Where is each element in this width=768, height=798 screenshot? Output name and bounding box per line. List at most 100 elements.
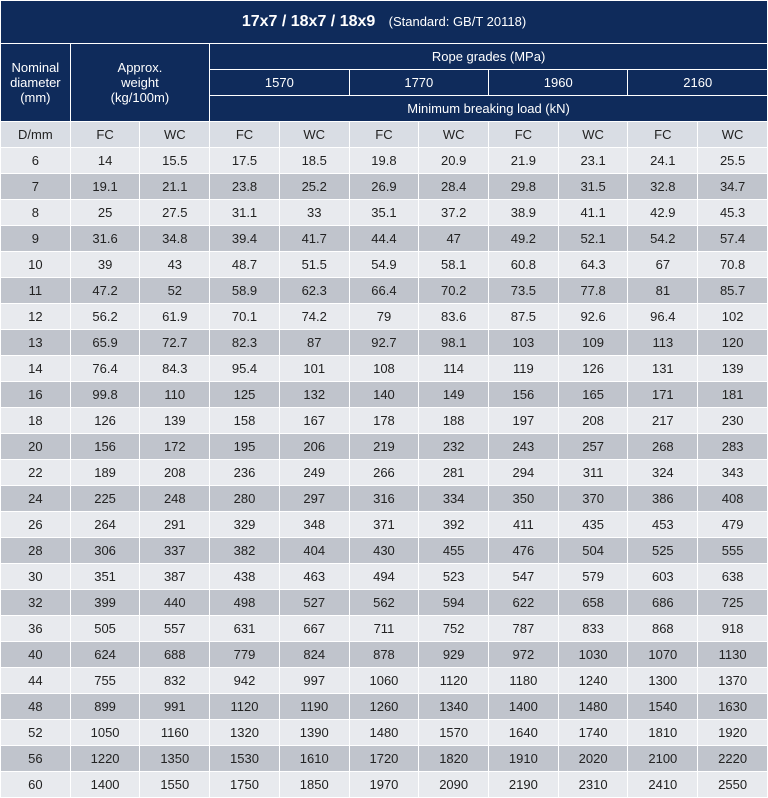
table-row: 5612201350153016101720182019102020210022… bbox=[1, 746, 768, 772]
table-cell: 236 bbox=[210, 460, 280, 486]
table-row: 18126139158167178188197208217230 bbox=[1, 408, 768, 434]
table-cell: 1260 bbox=[349, 694, 419, 720]
table-cell: 12 bbox=[1, 304, 71, 330]
table-cell: 1120 bbox=[419, 668, 489, 694]
table-cell: 208 bbox=[558, 408, 628, 434]
table-cell: 70.1 bbox=[210, 304, 280, 330]
table-cell: 49.2 bbox=[489, 226, 559, 252]
wire-rope-spec-table: 17x7 / 18x7 / 18x9 (Standard: GB/T 20118… bbox=[0, 0, 768, 798]
table-cell: 54.9 bbox=[349, 252, 419, 278]
table-cell: 101 bbox=[279, 356, 349, 382]
table-cell: 165 bbox=[558, 382, 628, 408]
table-cell: 343 bbox=[698, 460, 768, 486]
table-cell: 25 bbox=[70, 200, 140, 226]
table-cell: 21.1 bbox=[140, 174, 210, 200]
table-cell: 942 bbox=[210, 668, 280, 694]
table-cell: 82.3 bbox=[210, 330, 280, 356]
table-cell: 624 bbox=[70, 642, 140, 668]
table-cell: 1400 bbox=[489, 694, 559, 720]
table-cell: 453 bbox=[628, 512, 698, 538]
table-cell: 28 bbox=[1, 538, 71, 564]
table-cell: 1320 bbox=[210, 720, 280, 746]
table-cell: 1480 bbox=[349, 720, 419, 746]
table-cell: 195 bbox=[210, 434, 280, 460]
table-cell: 1970 bbox=[349, 772, 419, 798]
table-row: 24225248280297316334350370386408 bbox=[1, 486, 768, 512]
table-cell: 20 bbox=[1, 434, 71, 460]
table-cell: 39.4 bbox=[210, 226, 280, 252]
table-cell: 348 bbox=[279, 512, 349, 538]
table-cell: 527 bbox=[279, 590, 349, 616]
table-cell: 66.4 bbox=[349, 278, 419, 304]
table-cell: 139 bbox=[140, 408, 210, 434]
table-cell: 56 bbox=[1, 746, 71, 772]
table-cell: 70.8 bbox=[698, 252, 768, 278]
table-cell: 579 bbox=[558, 564, 628, 590]
table-cell: 281 bbox=[419, 460, 489, 486]
table-cell: 92.6 bbox=[558, 304, 628, 330]
table-cell: 266 bbox=[349, 460, 419, 486]
table-row: 44755832942997106011201180124013001370 bbox=[1, 668, 768, 694]
table-cell: 19.8 bbox=[349, 148, 419, 174]
table-cell: 430 bbox=[349, 538, 419, 564]
table-cell: 1340 bbox=[419, 694, 489, 720]
table-cell: 370 bbox=[558, 486, 628, 512]
table-cell: 44 bbox=[1, 668, 71, 694]
table-cell: 58.1 bbox=[419, 252, 489, 278]
table-cell: 31.5 bbox=[558, 174, 628, 200]
table-cell: 54.2 bbox=[628, 226, 698, 252]
table-cell: 72.7 bbox=[140, 330, 210, 356]
table-cell: 219 bbox=[349, 434, 419, 460]
table-cell: 1190 bbox=[279, 694, 349, 720]
table-cell: 371 bbox=[349, 512, 419, 538]
table-cell: 119 bbox=[489, 356, 559, 382]
table-cell: 189 bbox=[70, 460, 140, 486]
table-cell: 1480 bbox=[558, 694, 628, 720]
table-cell: 2100 bbox=[628, 746, 698, 772]
table-cell: 48.7 bbox=[210, 252, 280, 278]
table-cell: 498 bbox=[210, 590, 280, 616]
table-cell: 658 bbox=[558, 590, 628, 616]
table-cell: 8 bbox=[1, 200, 71, 226]
table-cell: 868 bbox=[628, 616, 698, 642]
col-wc-2160: WC bbox=[698, 122, 768, 148]
spec-table: 17x7 / 18x7 / 18x9 (Standard: GB/T 20118… bbox=[0, 0, 768, 798]
table-cell: 108 bbox=[349, 356, 419, 382]
table-cell: 779 bbox=[210, 642, 280, 668]
table-cell: 1060 bbox=[349, 668, 419, 694]
table-cell: 387 bbox=[140, 564, 210, 590]
table-cell: 98.1 bbox=[419, 330, 489, 356]
table-cell: 29.8 bbox=[489, 174, 559, 200]
table-cell: 350 bbox=[489, 486, 559, 512]
table-cell: 37.2 bbox=[419, 200, 489, 226]
table-cell: 899 bbox=[70, 694, 140, 720]
table-row: 26264291329348371392411435453479 bbox=[1, 512, 768, 538]
table-cell: 294 bbox=[489, 460, 559, 486]
table-cell: 268 bbox=[628, 434, 698, 460]
table-cell: 2020 bbox=[558, 746, 628, 772]
table-cell: 1540 bbox=[628, 694, 698, 720]
table-cell: 1030 bbox=[558, 642, 628, 668]
table-cell: 16 bbox=[1, 382, 71, 408]
table-cell: 929 bbox=[419, 642, 489, 668]
table-cell: 631 bbox=[210, 616, 280, 642]
table-cell: 109 bbox=[558, 330, 628, 356]
table-cell: 21.9 bbox=[489, 148, 559, 174]
table-row: 40624688779824878929972103010701130 bbox=[1, 642, 768, 668]
table-cell: 24 bbox=[1, 486, 71, 512]
table-cell: 14 bbox=[70, 148, 140, 174]
table-cell: 25.2 bbox=[279, 174, 349, 200]
table-cell: 32 bbox=[1, 590, 71, 616]
table-cell: 41.7 bbox=[279, 226, 349, 252]
table-cell: 48 bbox=[1, 694, 71, 720]
table-cell: 32.8 bbox=[628, 174, 698, 200]
table-cell: 41.1 bbox=[558, 200, 628, 226]
table-cell: 1750 bbox=[210, 772, 280, 798]
table-cell: 114 bbox=[419, 356, 489, 382]
table-cell: 126 bbox=[558, 356, 628, 382]
table-cell: 36 bbox=[1, 616, 71, 642]
table-cell: 2220 bbox=[698, 746, 768, 772]
col-rope-grades: Rope grades (MPa) bbox=[210, 44, 768, 70]
table-cell: 337 bbox=[140, 538, 210, 564]
table-cell: 392 bbox=[419, 512, 489, 538]
